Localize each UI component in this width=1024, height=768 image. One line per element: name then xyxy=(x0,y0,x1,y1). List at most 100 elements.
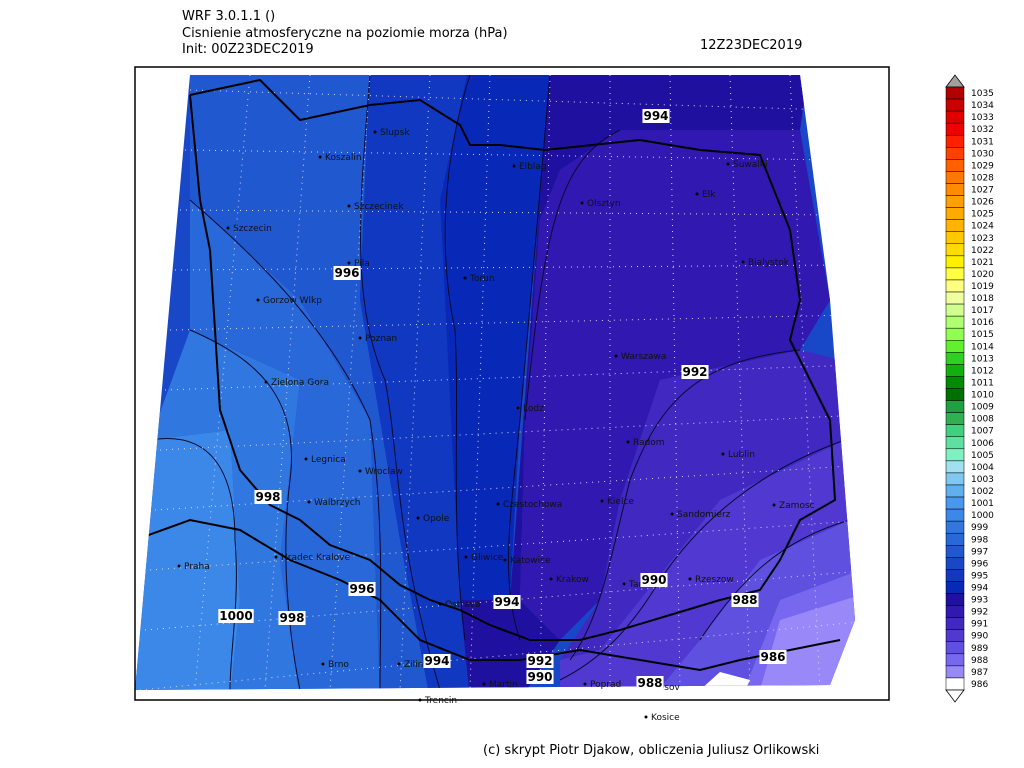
map-frame xyxy=(134,66,890,701)
city-dot xyxy=(358,336,362,340)
city-label: Gliwice xyxy=(471,553,504,563)
city-dot xyxy=(496,502,500,506)
colorbar-swatch xyxy=(945,532,965,546)
colorbar-swatch xyxy=(945,171,965,184)
city-label: Praha xyxy=(184,562,210,572)
colorbar-swatch xyxy=(945,545,965,558)
colorbar-swatch xyxy=(945,255,965,269)
colorbar-swatch xyxy=(945,388,965,401)
city-dot xyxy=(321,662,325,666)
labels: Slupsk Koszalin Elblag Olsztyn Suwalki Elk Szc… xyxy=(177,109,815,723)
isobar-label: 990 xyxy=(641,573,666,587)
isobar-label: 996 xyxy=(334,266,359,280)
colorbar-label: 1019 xyxy=(971,282,994,292)
colorbar-label: 1016 xyxy=(971,318,994,328)
city-label: Szczecinek xyxy=(354,202,404,212)
city-label: Brno xyxy=(328,660,349,670)
isobar-label: 988 xyxy=(637,676,662,690)
colorbar-label: 1017 xyxy=(971,306,994,316)
isobar-label: 992 xyxy=(682,365,707,379)
city-dot xyxy=(512,164,516,168)
colorbar-label: 991 xyxy=(971,620,988,630)
colorbar-swatch xyxy=(945,219,965,232)
colorbar-swatch xyxy=(945,327,965,341)
city-label: Suwalki xyxy=(733,160,768,170)
isobar-label-bg xyxy=(493,595,521,609)
isobar-label: 998 xyxy=(255,490,280,504)
city-dot xyxy=(482,682,486,686)
city-dot xyxy=(274,555,278,559)
city-dot xyxy=(463,276,467,280)
city-label: Koszalin xyxy=(325,153,362,163)
colorbar-swatch xyxy=(945,243,965,257)
colorbar-swatch xyxy=(945,665,965,679)
colorbar-label: 1020 xyxy=(971,270,994,280)
colorbar-swatch xyxy=(945,291,965,305)
colorbar-label: 999 xyxy=(971,523,988,533)
colorbar-label: 992 xyxy=(971,608,988,618)
city-label: Rzeszow xyxy=(695,575,734,585)
city-label: Presov xyxy=(650,683,681,693)
city-dot xyxy=(464,555,468,559)
city-label: Hradec Kralove xyxy=(281,553,350,563)
city-label: Slupsk xyxy=(380,128,410,138)
colorbar-swatch xyxy=(945,364,965,377)
city-label: Elblag xyxy=(519,162,547,172)
city-label: Zilina xyxy=(404,660,429,670)
colorbar-swatch xyxy=(945,641,965,655)
city-dot xyxy=(304,457,308,461)
colorbar-swatch xyxy=(945,122,965,136)
isobar-label-bg xyxy=(254,490,282,504)
colorbar-label: 988 xyxy=(971,656,988,666)
colorbar-swatch xyxy=(945,279,965,293)
city-dot xyxy=(516,406,520,410)
city-dot xyxy=(347,204,351,208)
city-dot xyxy=(695,192,699,196)
colorbar-label: 1033 xyxy=(971,113,994,123)
colorbar-swatch xyxy=(945,86,965,100)
colorbar-swatch xyxy=(945,569,965,582)
colorbar-swatch xyxy=(945,207,965,220)
city-label: Lodz xyxy=(523,404,544,414)
isobar-label: 994 xyxy=(494,595,519,609)
isobar-label-bg xyxy=(423,654,451,668)
colorbar-label: 1005 xyxy=(971,451,994,461)
city-dot xyxy=(626,440,630,444)
city-label: Trencin xyxy=(424,696,457,706)
colorbar-label: 1015 xyxy=(971,330,994,340)
isobar-label-bg xyxy=(759,650,787,664)
colorbar-label: 1034 xyxy=(971,101,994,111)
city-dot xyxy=(600,499,604,503)
colorbar-swatch xyxy=(945,376,965,389)
colorbar-label: 998 xyxy=(971,535,988,545)
colorbar-swatch xyxy=(945,460,965,474)
isobar-label-bg xyxy=(681,365,709,379)
city-label: Szczecin xyxy=(233,224,272,234)
colorbar-swatch xyxy=(945,448,965,462)
colorbar-label: 1001 xyxy=(971,499,994,509)
colorbar-label: 1018 xyxy=(971,294,994,304)
colorbar-swatch xyxy=(945,315,965,329)
colorbar-label: 1025 xyxy=(971,210,994,220)
valid-time: 12Z23DEC2019 xyxy=(700,38,802,53)
colorbar-swatch xyxy=(945,593,965,606)
city-dot xyxy=(347,261,351,265)
colorbar-swatch xyxy=(945,98,965,112)
city-label: Elk xyxy=(702,190,716,200)
city-label: Lublin xyxy=(728,450,755,460)
city-dot xyxy=(438,602,442,606)
isobar-label: 986 xyxy=(760,650,785,664)
city-dot xyxy=(721,452,725,456)
colorbar-swatch xyxy=(945,147,965,160)
colorbar-swatch xyxy=(945,653,965,667)
city-dot xyxy=(549,577,553,581)
city-dot xyxy=(726,162,730,166)
isobar-label-bg xyxy=(218,609,254,623)
colorbar-swatch xyxy=(945,508,965,522)
colorbar-swatch xyxy=(945,605,965,618)
colorbar-label: 993 xyxy=(971,596,988,606)
colorbar-swatch xyxy=(945,557,965,570)
city-dot xyxy=(644,715,648,719)
city-label: Legnica xyxy=(311,455,346,465)
colorbar-swatch xyxy=(945,617,965,630)
